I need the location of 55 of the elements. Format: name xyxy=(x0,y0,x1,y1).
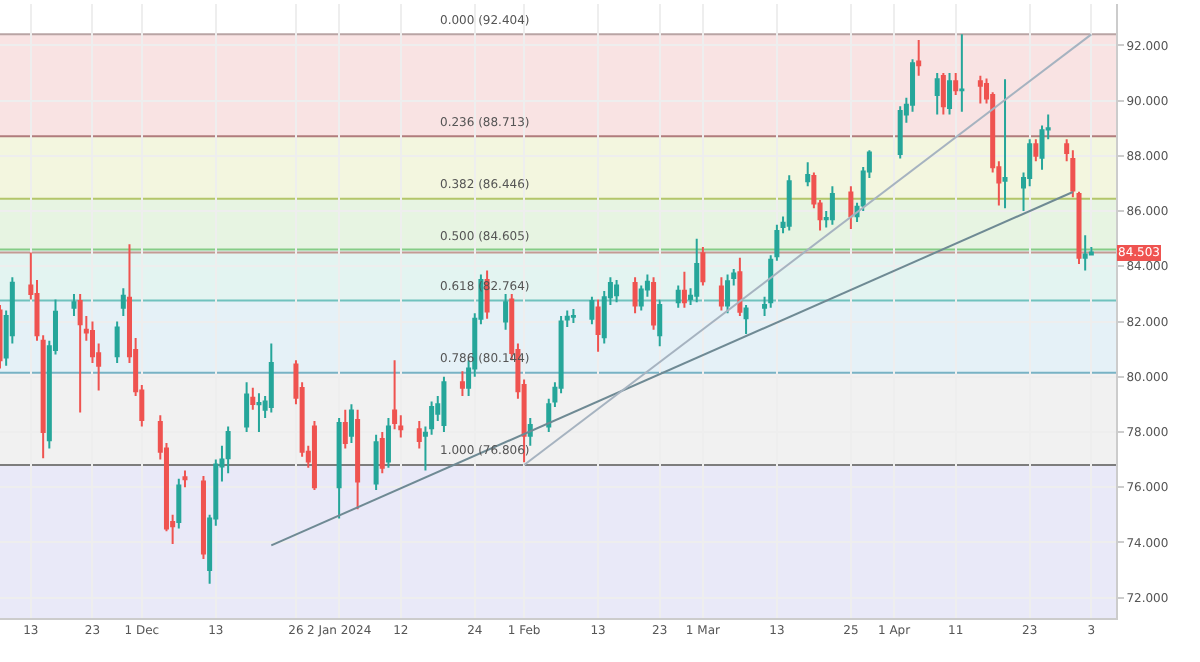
candlestick xyxy=(416,419,422,450)
candlestick xyxy=(503,292,509,331)
candlestick xyxy=(694,237,700,304)
candlestick xyxy=(725,273,731,315)
candlestick xyxy=(1033,138,1039,163)
candlestick xyxy=(897,105,903,160)
candlestick xyxy=(718,276,724,312)
candlestick xyxy=(244,381,250,433)
candlestick xyxy=(379,430,385,475)
candlestick xyxy=(737,256,743,317)
candlestick xyxy=(441,375,447,433)
candlestick xyxy=(1082,234,1088,272)
candlestick xyxy=(392,359,398,431)
candlestick xyxy=(675,284,681,309)
candlestick xyxy=(651,276,657,331)
candlestick xyxy=(114,320,120,364)
candlestick xyxy=(848,185,854,230)
candlestick xyxy=(373,433,379,491)
candlestick xyxy=(311,419,317,491)
candlestick xyxy=(1002,78,1008,210)
candlestick xyxy=(681,270,687,309)
candlestick xyxy=(570,308,576,324)
candlestick xyxy=(614,279,620,304)
candlestick xyxy=(595,298,601,353)
candlestick xyxy=(805,161,811,188)
candlestick xyxy=(632,276,638,315)
candlestick xyxy=(268,342,274,414)
candlestick xyxy=(385,417,391,469)
candlestick xyxy=(182,469,188,489)
candlestick xyxy=(657,298,663,348)
candlestick xyxy=(959,33,965,113)
candlestick xyxy=(348,403,354,444)
candlestick xyxy=(200,475,206,560)
candlestick xyxy=(176,477,182,530)
candlestick xyxy=(829,185,835,226)
candlestick xyxy=(71,292,77,317)
candlestick xyxy=(700,245,706,287)
candlestick xyxy=(940,72,946,116)
candlestick xyxy=(786,174,792,232)
candlestick xyxy=(977,74,983,105)
candlestick xyxy=(120,287,126,317)
candlestick xyxy=(342,408,348,450)
candlestick xyxy=(256,392,262,433)
candlestick xyxy=(336,417,342,520)
candlestick xyxy=(953,72,959,97)
candlestick xyxy=(250,386,256,411)
candlestick xyxy=(225,425,231,475)
candlestick xyxy=(934,72,940,116)
candlestick xyxy=(743,303,749,335)
candlestick xyxy=(355,408,361,511)
candlestick xyxy=(947,72,953,116)
candlestick xyxy=(589,295,595,326)
candlestick xyxy=(459,370,465,398)
candlestick xyxy=(77,292,83,414)
candlestick xyxy=(916,38,922,77)
